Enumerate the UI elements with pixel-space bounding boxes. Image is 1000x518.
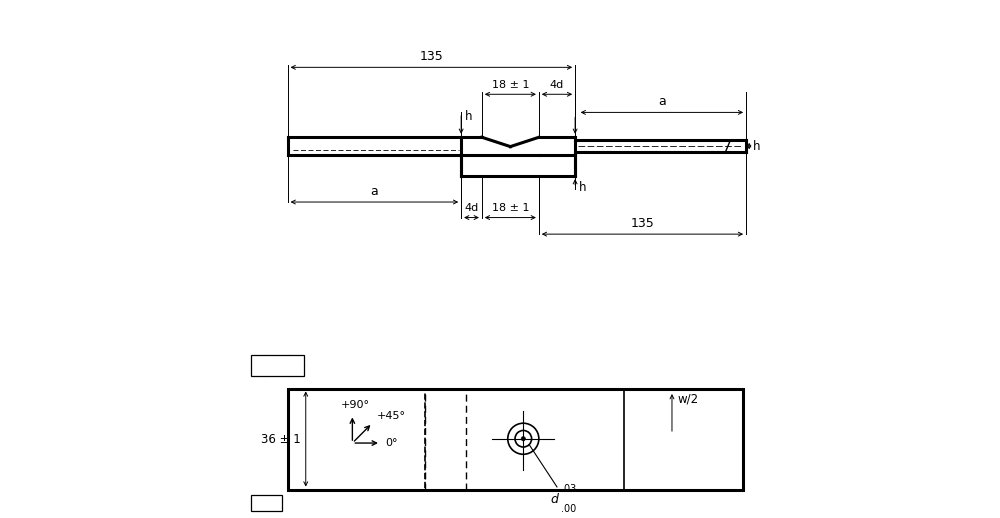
Text: 4d: 4d: [550, 80, 564, 90]
Text: 36 ± 1: 36 ± 1: [261, 433, 301, 445]
Text: .03: .03: [561, 484, 576, 494]
Text: 18 ± 1: 18 ± 1: [492, 80, 529, 90]
Text: h: h: [753, 139, 760, 153]
Text: a: a: [658, 95, 666, 108]
Text: .00: .00: [561, 504, 576, 514]
Text: h: h: [579, 181, 587, 194]
Bar: [288, 388, 743, 490]
Text: -A-: -A-: [259, 496, 275, 510]
Bar: [251, 495, 282, 511]
Text: d: d: [550, 493, 558, 507]
Circle shape: [521, 437, 525, 441]
Bar: [251, 355, 304, 376]
Text: 135: 135: [419, 50, 443, 63]
Text: 135: 135: [631, 217, 654, 230]
Text: a: a: [371, 185, 378, 198]
Text: h: h: [465, 110, 473, 123]
Text: +45°: +45°: [377, 411, 406, 421]
Text: 0°: 0°: [385, 438, 398, 448]
Text: A: A: [292, 358, 300, 372]
Text: 18 ± 1: 18 ± 1: [492, 204, 529, 213]
Text: 4d: 4d: [464, 204, 479, 213]
Text: +90°: +90°: [340, 400, 369, 410]
Text: w/2: w/2: [677, 392, 698, 405]
Text: .08: .08: [268, 358, 287, 372]
